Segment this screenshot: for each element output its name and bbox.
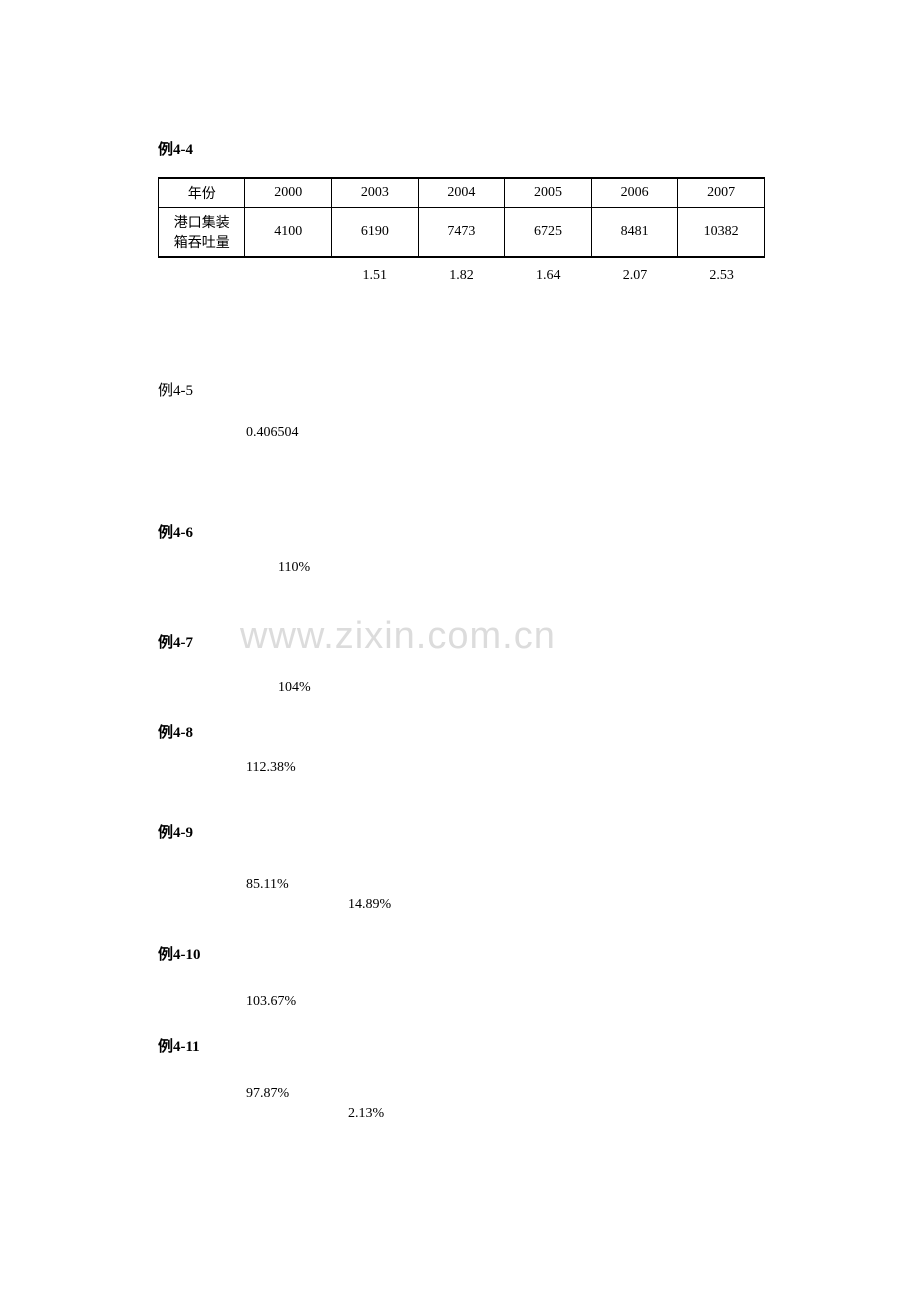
table-cell: 4100 bbox=[245, 208, 332, 258]
example-4-10-header: 例4-10 bbox=[158, 943, 762, 964]
ratio-cell-empty bbox=[158, 268, 245, 284]
table-cell: 2007 bbox=[678, 178, 765, 208]
example-4-9-section: 例4-9 85.11% 14.89% bbox=[158, 821, 762, 913]
table-row: 港口集装 箱吞吐量 4100 6190 7473 6725 8481 10382 bbox=[159, 208, 765, 258]
example-4-9-header: 例4-9 bbox=[158, 821, 762, 842]
example-4-9-value1: 85.11% bbox=[158, 877, 762, 893]
example-4-10-section: 例4-10 103.67% bbox=[158, 943, 762, 1010]
page-content: 例4-4 年份 2000 2003 2004 2005 2006 2007 港口… bbox=[0, 0, 920, 1122]
label-line-1: 港口集装 bbox=[174, 216, 230, 231]
example-4-6-header: 例4-6 bbox=[158, 521, 762, 542]
example-4-5-section: 例4-5 0.406504 bbox=[158, 379, 762, 441]
table-cell-year-label: 年份 bbox=[159, 178, 245, 208]
table-cell-throughput-label: 港口集装 箱吞吐量 bbox=[159, 208, 245, 258]
example-4-8-value: 112.38% bbox=[158, 760, 762, 776]
ratio-cell: 1.82 bbox=[418, 268, 505, 284]
table-cell: 6725 bbox=[505, 208, 592, 258]
example-4-10-value: 103.67% bbox=[158, 994, 762, 1010]
example-4-6-value: 110% bbox=[158, 560, 762, 576]
example-4-9-value2: 14.89% bbox=[158, 897, 762, 913]
table-cell: 7473 bbox=[418, 208, 505, 258]
table-cell: 10382 bbox=[678, 208, 765, 258]
label-line-2: 箱吞吐量 bbox=[174, 236, 230, 251]
ratio-cell: 1.51 bbox=[331, 268, 418, 284]
ratio-cell: 2.53 bbox=[678, 268, 765, 284]
example-4-4-header: 例4-4 bbox=[158, 138, 762, 159]
example-4-8-section: 例4-8 112.38% bbox=[158, 721, 762, 776]
example-4-11-header: 例4-11 bbox=[158, 1035, 762, 1056]
table-container: 年份 2000 2003 2004 2005 2006 2007 港口集装 箱吞… bbox=[158, 177, 762, 258]
table-cell: 2003 bbox=[332, 178, 419, 208]
table-cell: 2005 bbox=[505, 178, 592, 208]
example-4-11-value1: 97.87% bbox=[158, 1086, 762, 1102]
table-cell: 6190 bbox=[332, 208, 419, 258]
example-4-5-value: 0.406504 bbox=[158, 425, 762, 441]
example-4-6-section: 例4-6 110% bbox=[158, 521, 762, 576]
table-cell: 2006 bbox=[591, 178, 678, 208]
example-4-8-header: 例4-8 bbox=[158, 721, 762, 742]
table-row: 年份 2000 2003 2004 2005 2006 2007 bbox=[159, 178, 765, 208]
example-4-4-section: 例4-4 年份 2000 2003 2004 2005 2006 2007 港口… bbox=[158, 138, 762, 284]
ratio-cell: 1.64 bbox=[505, 268, 592, 284]
example-4-5-header: 例4-5 bbox=[158, 379, 762, 400]
example-4-7-section: 例4-7 104% bbox=[158, 631, 762, 696]
table-cell: 8481 bbox=[591, 208, 678, 258]
ratio-row: 1.51 1.82 1.64 2.07 2.53 bbox=[158, 268, 765, 284]
example-4-11-value2: 2.13% bbox=[158, 1106, 762, 1122]
table-cell: 2000 bbox=[245, 178, 332, 208]
data-table: 年份 2000 2003 2004 2005 2006 2007 港口集装 箱吞… bbox=[158, 177, 765, 258]
ratio-cell: 2.07 bbox=[592, 268, 679, 284]
example-4-11-section: 例4-11 97.87% 2.13% bbox=[158, 1035, 762, 1122]
table-cell: 2004 bbox=[418, 178, 505, 208]
example-4-7-header: 例4-7 bbox=[158, 631, 762, 652]
ratio-cell-empty bbox=[245, 268, 332, 284]
example-4-7-value: 104% bbox=[158, 680, 762, 696]
